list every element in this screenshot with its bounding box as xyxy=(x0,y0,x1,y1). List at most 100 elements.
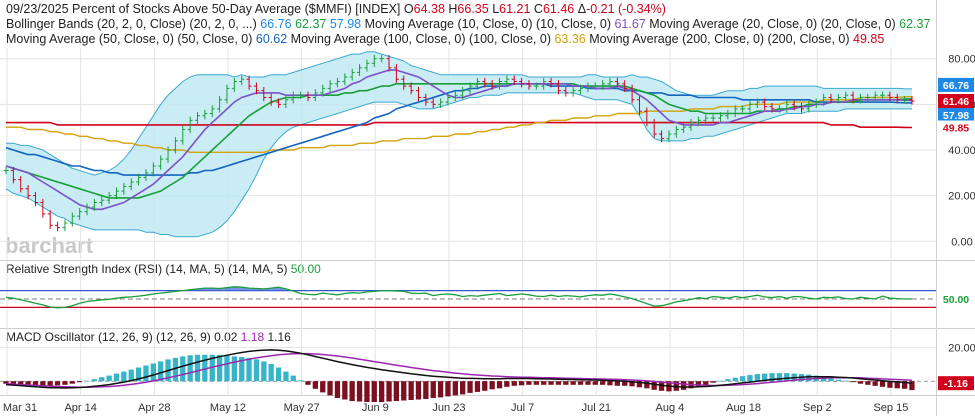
macd-histogram-bar xyxy=(386,381,392,402)
macd-histogram-bar xyxy=(246,357,252,382)
macd-histogram-bar xyxy=(894,381,900,389)
ohlc-bar xyxy=(136,173,142,186)
ohlc-bar xyxy=(578,84,584,95)
ohlc-bar xyxy=(283,96,289,108)
ohlc-bar xyxy=(224,84,230,104)
macd-signal-line xyxy=(5,352,913,388)
macd-histogram-bar xyxy=(452,381,458,396)
ohlc-bar xyxy=(305,91,311,102)
ohlc-bar xyxy=(334,77,340,88)
ohlc-bar xyxy=(47,210,53,229)
ohlc-bar xyxy=(695,116,701,127)
ohlc-bar xyxy=(548,77,554,88)
macd-histogram-bar xyxy=(349,381,355,401)
ma20-line xyxy=(5,83,913,199)
x-tick-label: Aug 4 xyxy=(656,402,685,414)
ohlc-bar xyxy=(688,118,694,131)
macd-histogram-bar xyxy=(275,367,282,382)
header-line2-part-7: 62.37 xyxy=(899,17,930,31)
macd-histogram-bar xyxy=(342,381,348,400)
ohlc-bar xyxy=(555,80,561,95)
ohlc-bar xyxy=(349,68,355,81)
ohlc-bar xyxy=(703,114,709,124)
macd-histogram-bar xyxy=(209,354,215,382)
macd-histogram-bar xyxy=(467,381,473,393)
macd-histogram xyxy=(3,354,915,402)
ohlc-bar xyxy=(386,55,392,72)
ohlc-bar xyxy=(725,109,731,120)
macd-histogram-bar xyxy=(474,381,481,392)
macd-histogram-bar xyxy=(600,381,606,385)
macd-histogram-bar xyxy=(187,355,193,382)
barchart-watermark: barchart xyxy=(5,233,94,258)
ohlc-bar xyxy=(902,96,908,104)
macd-histogram-bar xyxy=(312,381,318,389)
ohlc-bar xyxy=(835,93,841,104)
x-tick-label: Sep 15 xyxy=(873,402,908,414)
badge-bb-lower: 57.98 xyxy=(943,110,969,122)
ohlc-bar xyxy=(570,87,576,97)
macd-header-part-3: 1.16 xyxy=(267,330,291,344)
macd-histogram-bar xyxy=(504,381,510,387)
macd-histogram-bar xyxy=(283,371,289,382)
header-line1-part-2: 64.38 xyxy=(414,2,449,16)
ohlc-bar xyxy=(25,185,31,200)
ohlc-bar xyxy=(379,55,385,63)
badge-macd: -1.16 xyxy=(944,378,968,390)
macd-histogram-bar xyxy=(703,381,709,385)
ohlc-bar xyxy=(113,187,119,200)
macd-histogram-bar xyxy=(776,373,783,382)
price-header-bollinger: Bollinger Bands (20, 2, 0, Close) (20, 2… xyxy=(6,17,930,31)
badge-ma200: 49.85 xyxy=(943,123,969,135)
ohlc-bar xyxy=(165,146,171,163)
macd-histogram-bar xyxy=(717,380,724,382)
bollinger-upper-line xyxy=(6,51,913,176)
macd-histogram-bar xyxy=(194,354,201,382)
macd-histogram-bar xyxy=(32,381,39,386)
ohlc-bar xyxy=(32,192,38,207)
ohlc-bar xyxy=(408,82,414,95)
ohlc-bar xyxy=(209,105,215,118)
macd-histogram-bar xyxy=(415,381,422,400)
ohlc-bar xyxy=(747,100,753,113)
ohlc-bar xyxy=(246,75,252,90)
ohlc-bar xyxy=(784,100,790,113)
rsi-header: Relative Strength Index (RSI) (14, MA, 5… xyxy=(6,262,321,276)
header-line1-part-3: H xyxy=(448,2,457,16)
macd-histogram-bar xyxy=(253,359,260,382)
ma50-line xyxy=(5,83,913,176)
ohlc-bar xyxy=(791,100,797,111)
x-tick-label: Jul 7 xyxy=(511,402,534,414)
header-line1-part-10: -0.21 (-0.34%) xyxy=(586,2,666,16)
ohlc-bar xyxy=(474,77,480,90)
header-line1-part-0: 09/23/2025 Percent of Stocks Above 50-Da… xyxy=(6,2,404,16)
macd-histogram-bar xyxy=(445,381,451,397)
ohlc-bar xyxy=(150,162,156,177)
macd-histogram-bar xyxy=(872,381,878,386)
ohlc-bar xyxy=(769,102,775,113)
ohlc-bar xyxy=(887,91,893,102)
macd-histogram-bar xyxy=(99,377,105,382)
macd-histogram-bar xyxy=(865,381,871,385)
macd-header: MACD Oscillator (12, 26, 9) (12, 26, 9) … xyxy=(6,330,291,344)
badge-ma200-bg xyxy=(938,120,974,135)
ohlc-bar xyxy=(327,80,333,93)
ohlc-bar xyxy=(710,114,716,122)
x-tick-label: May 12 xyxy=(210,402,246,414)
x-tick-label: Jun 23 xyxy=(432,402,465,414)
macd-histogram-bar xyxy=(371,381,377,402)
macd-histogram-bar xyxy=(519,381,525,386)
macd-histogram-bar xyxy=(739,376,746,382)
header-line1-part-9: Δ xyxy=(578,2,586,16)
ohlc-bar xyxy=(880,91,886,99)
macd-histogram-bar xyxy=(821,376,827,382)
x-tick-label: Sep 2 xyxy=(803,402,832,414)
macd-histogram-bar xyxy=(69,381,75,384)
macd-y-tick-label: 20.00 xyxy=(948,342,975,354)
price-header-moving-averages: Moving Average (50, Close, 0) (50, Close… xyxy=(6,32,884,46)
macd-histogram-bar xyxy=(482,381,488,391)
ohlc-bar xyxy=(681,123,687,134)
macd-histogram-bar xyxy=(224,355,230,382)
ohlc-bar xyxy=(401,75,407,90)
